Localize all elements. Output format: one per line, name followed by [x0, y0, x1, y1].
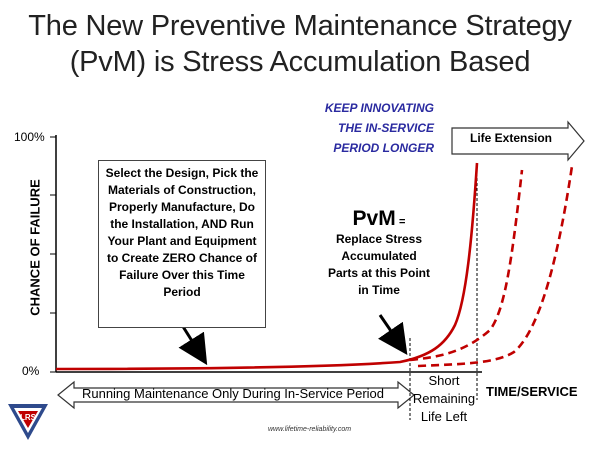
life-extension-arrow [451, 120, 585, 162]
pvm-equals: = [399, 216, 406, 228]
logo-text: LRS [20, 413, 37, 422]
running-maintenance-label: Running Maintenance Only During In-Servi… [81, 386, 385, 401]
title-line-1: The New Preventive Maintenance Strategy [28, 10, 572, 42]
pvm-annotation: PvM = Replace Stress Accumulated Parts a… [326, 207, 432, 299]
failure-curve-extended-1 [409, 169, 524, 362]
footer-url: www.lifetime-reliability.com [268, 426, 352, 433]
short-life-label: Short Remaining Life Left [412, 373, 476, 424]
title-line-2: (PvM) is Stress Accumulation Based [69, 46, 531, 78]
innovate-line-2: THE IN-SERVICE [337, 121, 434, 135]
y-tick-100: 100% [14, 130, 45, 144]
lrs-logo: LRS [8, 404, 48, 440]
failure-curve-extended-2 [417, 165, 574, 368]
innovate-line-1: KEEP INNOVATING [324, 101, 434, 115]
pvm-text: Replace Stress Accumulated Parts at this… [327, 232, 431, 297]
innovate-text: KEEP INNOVATING THE IN-SERVICE PERIOD LO… [282, 98, 434, 158]
design-box-pointer [178, 324, 208, 366]
y-tick-0: 0% [22, 364, 40, 378]
innovate-line-3: PERIOD LONGER [333, 141, 434, 155]
pvm-pointer [378, 314, 408, 355]
design-box: Select the Design, Pick the Materials of… [98, 160, 266, 328]
x-axis-label: TIME/SERVICE [486, 384, 578, 399]
pvm-title: PvM [352, 207, 396, 230]
running-maintenance-arrow [57, 380, 415, 410]
life-extension-label: Life Extension [469, 131, 552, 145]
y-axis-label: CHANCE OF FAILURE [27, 179, 43, 316]
